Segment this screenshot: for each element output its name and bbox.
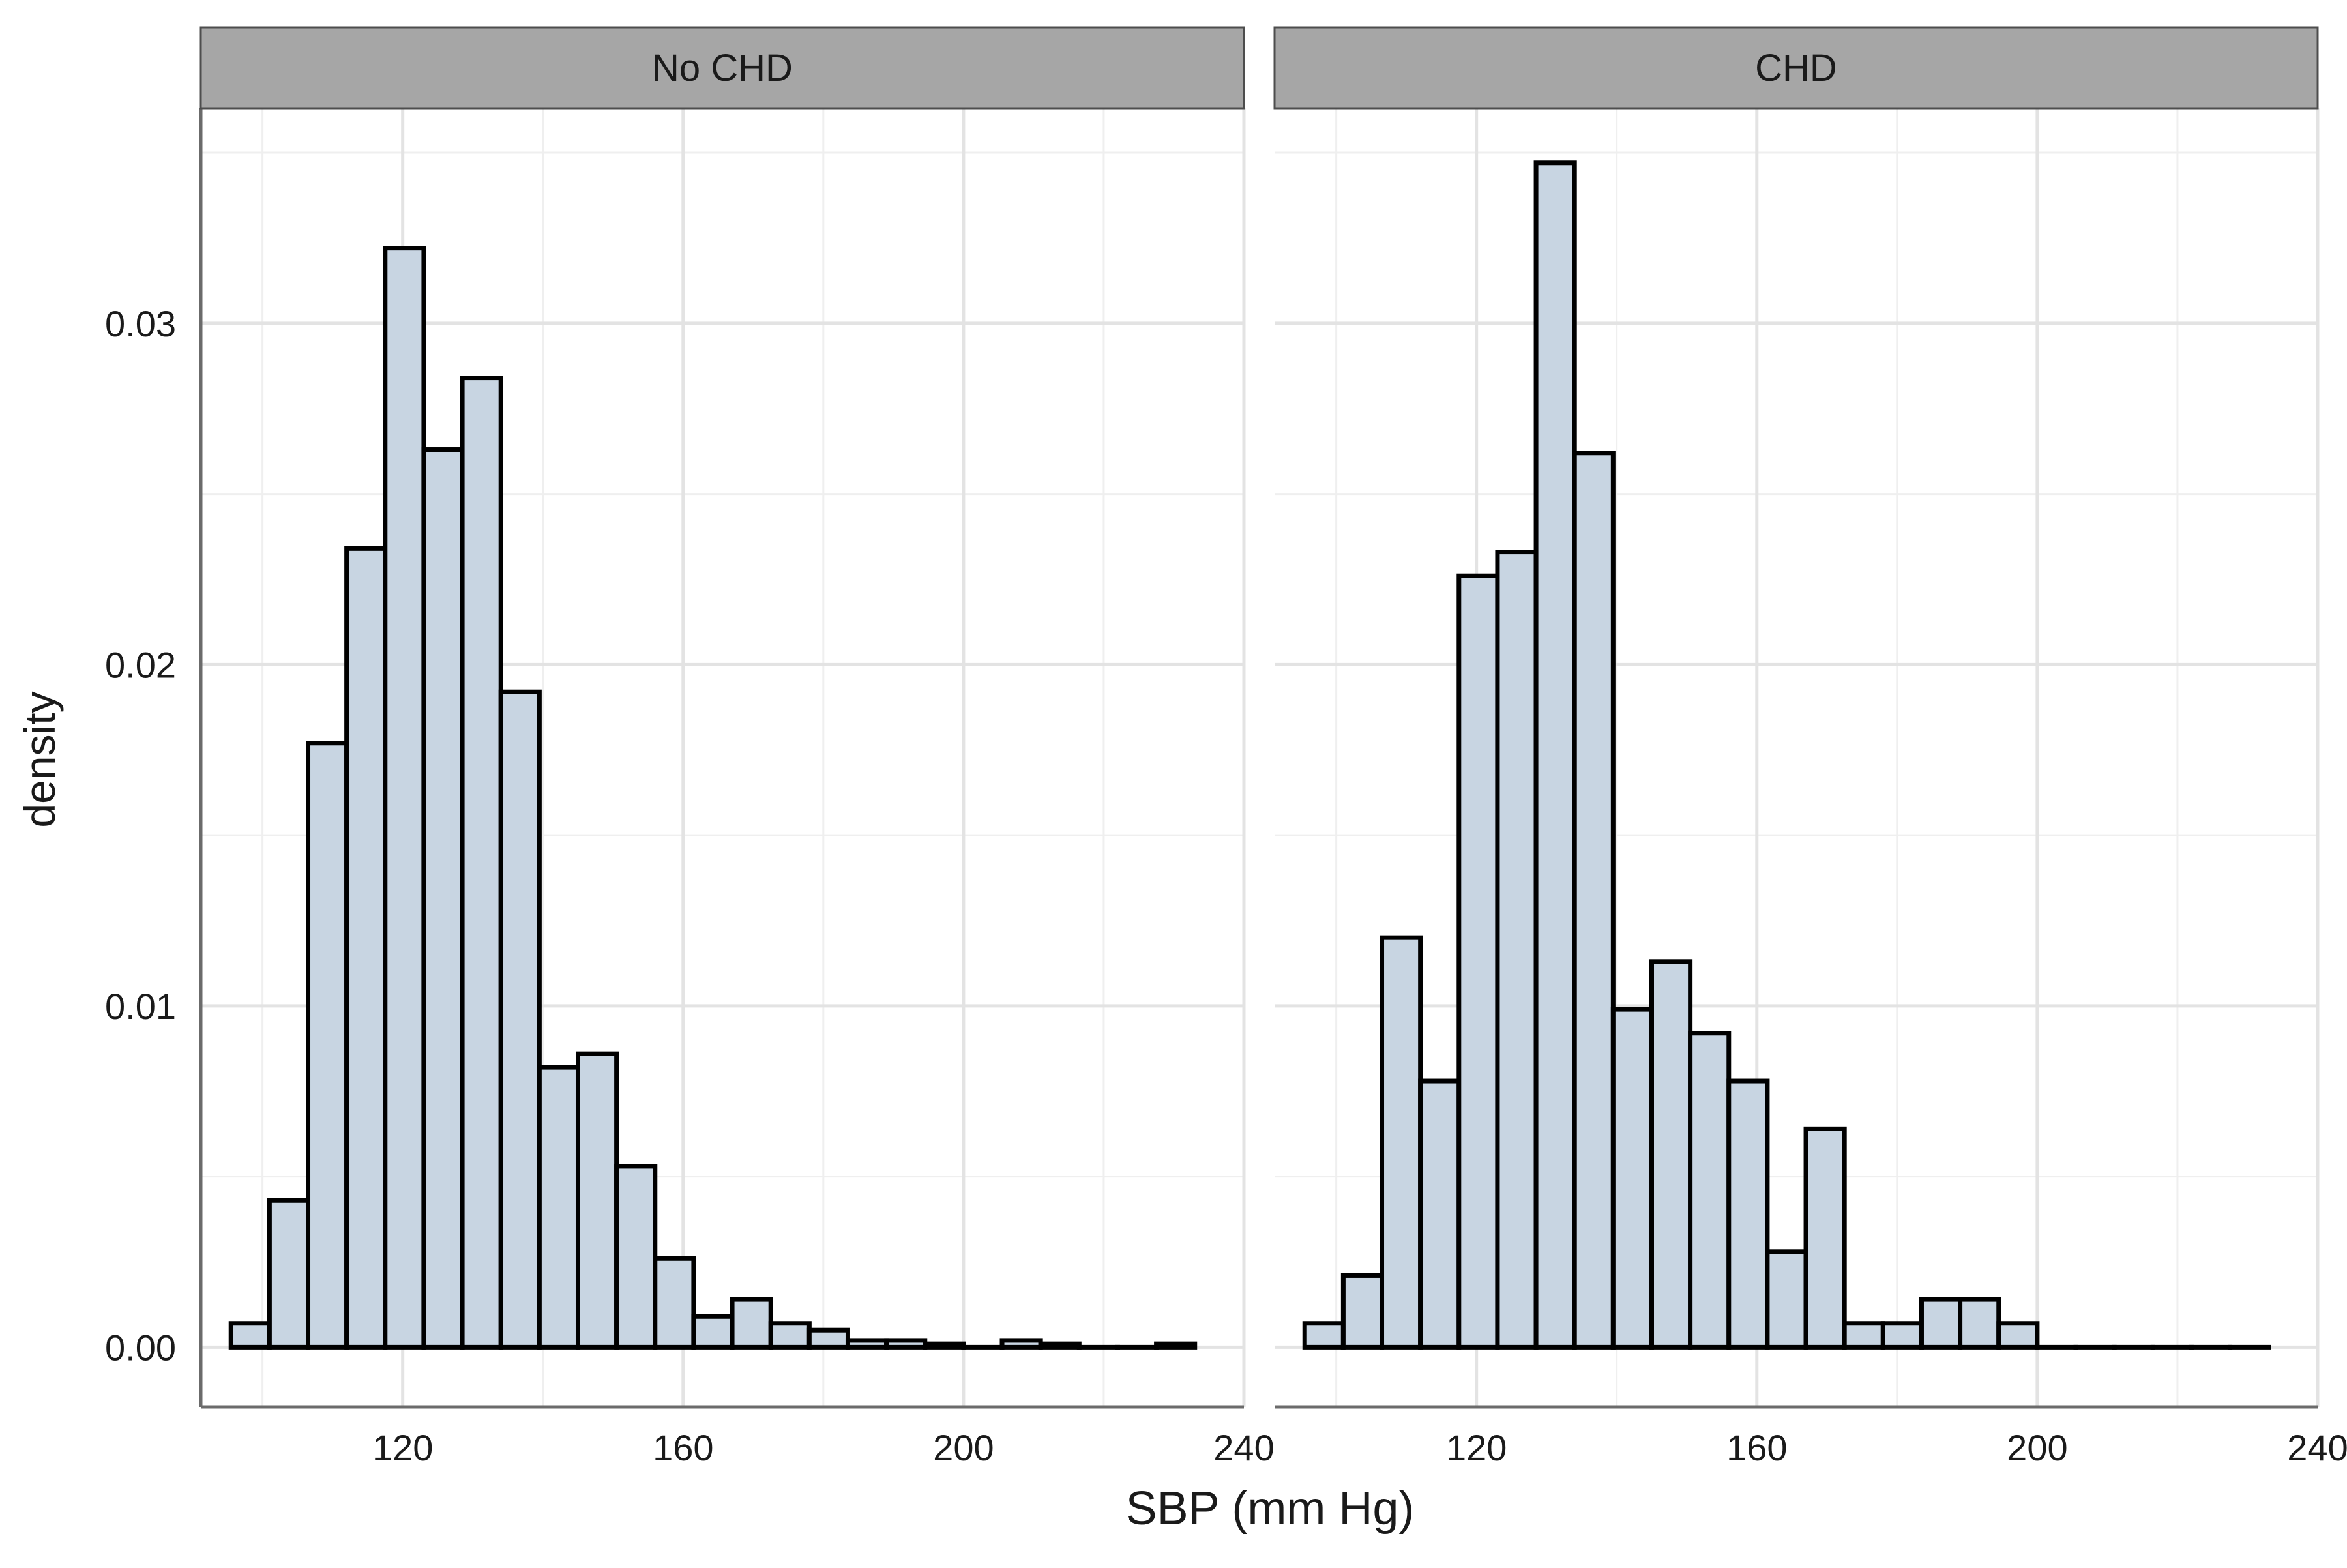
x-axis-title: SBP (mm Hg)	[1126, 1483, 1415, 1535]
x-tick-label: 200	[933, 1427, 994, 1468]
facet-strip-label: No CHD	[652, 47, 793, 89]
x-tick-label: 240	[2287, 1427, 2347, 1468]
y-tick-label: 0.01	[105, 986, 176, 1027]
histogram-bar	[848, 1340, 886, 1347]
x-tick-label: 160	[653, 1427, 713, 1468]
histogram-bar	[1459, 576, 1498, 1347]
histogram-bar	[1382, 938, 1421, 1347]
histogram-bar	[617, 1166, 655, 1347]
histogram-bar	[1536, 163, 1574, 1348]
histogram-bar	[1767, 1252, 1806, 1348]
histogram-bar	[462, 378, 501, 1348]
histogram-bar	[231, 1324, 269, 1348]
y-tick-label: 0.00	[105, 1327, 176, 1368]
histogram-bar	[308, 743, 347, 1348]
histogram-bar	[1729, 1081, 1767, 1347]
histogram-bar	[694, 1316, 732, 1347]
histogram-bar	[1041, 1344, 1079, 1347]
histogram-bar	[1574, 453, 1613, 1348]
histogram-bar	[1806, 1129, 1844, 1347]
x-tick-label: 120	[372, 1427, 433, 1468]
histogram-bar	[1844, 1324, 1883, 1348]
facet-panel-1: 120 160 200 240 CHD	[1275, 27, 2347, 1468]
histogram-bar	[1343, 1275, 1381, 1347]
histogram-bar	[809, 1330, 848, 1347]
histogram-bar	[347, 548, 385, 1347]
histogram-bar	[1613, 1009, 1651, 1347]
histogram-bar	[1498, 552, 1536, 1348]
x-tick-label: 200	[2007, 1427, 2067, 1468]
histogram-bar	[1157, 1344, 1195, 1347]
y-tick-label: 0.03	[105, 303, 176, 344]
histogram-bar	[1002, 1340, 1041, 1347]
x-tick-label: 160	[1726, 1427, 1787, 1468]
histogram-bar	[424, 450, 462, 1348]
histogram-bar	[1999, 1324, 2037, 1348]
histogram-bar	[1960, 1299, 1999, 1347]
histogram-bar	[385, 248, 424, 1348]
x-tick-label: 240	[1213, 1427, 1274, 1468]
histogram-bar	[1651, 962, 1690, 1348]
histogram-bar	[771, 1324, 809, 1348]
facet-strip-label: CHD	[1755, 47, 1837, 89]
y-tick-label: 0.02	[105, 644, 176, 685]
histogram-bar	[887, 1340, 925, 1347]
histogram-bar	[269, 1200, 308, 1347]
histogram-bar	[925, 1344, 964, 1347]
y-axis-title: density	[16, 691, 64, 827]
histogram-bar	[1921, 1299, 1960, 1347]
histogram-bar	[732, 1299, 771, 1347]
histogram-bar	[1305, 1324, 1343, 1348]
histogram-bar	[655, 1258, 694, 1347]
histogram-bar	[1883, 1324, 1921, 1348]
facet-panels: 120 160 200 240 0.00 0.01 0.02 0.03 No CHD 120 160…	[105, 27, 2347, 1468]
histogram-bar	[578, 1054, 616, 1347]
histogram-bar	[1690, 1033, 1729, 1348]
histogram-bar	[539, 1067, 578, 1347]
facet-panel-0: 120 160 200 240 0.00 0.01 0.02 0.03 No CHD	[105, 27, 1275, 1468]
histogram-bar	[1421, 1081, 1459, 1347]
x-tick-label: 120	[1446, 1427, 1507, 1468]
histogram-bar	[501, 692, 539, 1347]
